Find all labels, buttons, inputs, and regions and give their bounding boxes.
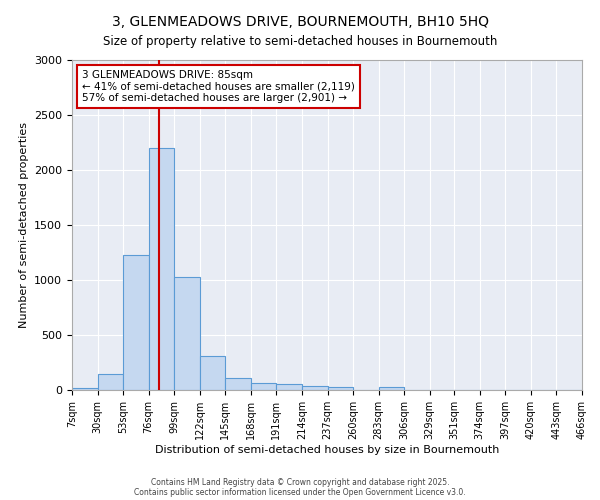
X-axis label: Distribution of semi-detached houses by size in Bournemouth: Distribution of semi-detached houses by … bbox=[155, 444, 499, 454]
Bar bbox=[328, 386, 353, 390]
Bar bbox=[123, 254, 149, 390]
Bar bbox=[379, 386, 404, 390]
Bar bbox=[98, 374, 123, 390]
Bar bbox=[251, 384, 277, 390]
Bar bbox=[226, 378, 251, 390]
Bar bbox=[200, 356, 226, 390]
Text: Contains HM Land Registry data © Crown copyright and database right 2025.
Contai: Contains HM Land Registry data © Crown c… bbox=[134, 478, 466, 497]
Bar bbox=[149, 148, 174, 390]
Text: 3 GLENMEADOWS DRIVE: 85sqm
← 41% of semi-detached houses are smaller (2,119)
57%: 3 GLENMEADOWS DRIVE: 85sqm ← 41% of semi… bbox=[82, 70, 355, 103]
Bar bbox=[277, 384, 302, 390]
Bar bbox=[302, 386, 328, 390]
Bar bbox=[72, 388, 98, 390]
Bar bbox=[174, 276, 200, 390]
Text: 3, GLENMEADOWS DRIVE, BOURNEMOUTH, BH10 5HQ: 3, GLENMEADOWS DRIVE, BOURNEMOUTH, BH10 … bbox=[112, 15, 488, 29]
Y-axis label: Number of semi-detached properties: Number of semi-detached properties bbox=[19, 122, 29, 328]
Text: Size of property relative to semi-detached houses in Bournemouth: Size of property relative to semi-detach… bbox=[103, 35, 497, 48]
